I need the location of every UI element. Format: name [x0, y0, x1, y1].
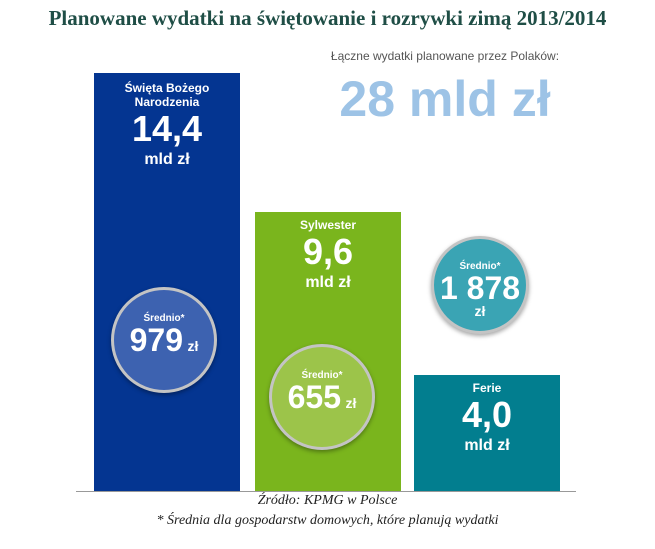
chart-title: Planowane wydatki na świętowanie i rozry… [48, 6, 607, 30]
average-number: 1 878 [439, 270, 521, 306]
average-unit: zł [187, 338, 199, 354]
bar-label: Ferie [472, 381, 502, 395]
bar-christmas: Święta Bożego Narodzenia 14,4 mld zł [94, 73, 240, 491]
bar-unit: mld zł [144, 151, 190, 168]
bar-value: 4,0 [461, 394, 513, 435]
average-label: Średnio* [301, 370, 343, 381]
footnote: * Średnia dla gospodarstw domowych, któr… [156, 513, 499, 528]
bar-unit: mld zł [305, 274, 351, 291]
average-value: 979 zł [114, 324, 214, 356]
average-label: Średnio* [143, 313, 185, 324]
bar-label: Święta Bożego Narodzenia [124, 81, 210, 109]
bar-value: 14,4 [131, 108, 203, 149]
average-unit: zł [345, 395, 357, 411]
average-badge-christmas: Średnio* 979 zł [111, 287, 217, 393]
total-label: Łączne wydatki planowane przez Polaków: [330, 49, 560, 63]
average-number: 655 [287, 379, 342, 415]
total-value: 28 mld zł [339, 71, 551, 127]
average-badge-winter-holidays: Średnio* 1 878 zł [431, 236, 529, 334]
average-value: 655 zł [272, 381, 372, 413]
bar-unit: mld zł [464, 437, 510, 454]
average-number: 979 [129, 322, 184, 358]
bar-label: Sylwester [299, 218, 357, 232]
source-note: Źródło: KPMG w Polsce [257, 493, 398, 508]
average-value: 1 878 zł [434, 272, 526, 320]
average-label: Średnio* [459, 261, 501, 272]
bar-winter-holidays: Ferie 4,0 mld zł [414, 375, 560, 491]
x-axis-baseline [76, 491, 576, 492]
average-unit: zł [474, 303, 486, 319]
bar-value: 9,6 [302, 231, 354, 272]
average-badge-new-year: Średnio* 655 zł [269, 344, 375, 450]
